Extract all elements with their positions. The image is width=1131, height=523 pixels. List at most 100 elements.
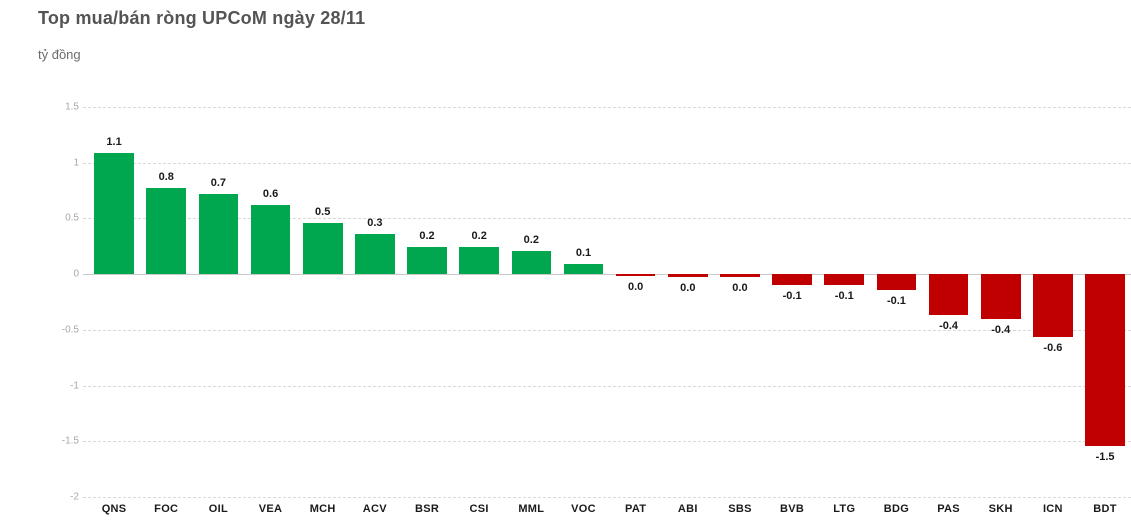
bar-column: 0.3 xyxy=(349,107,401,497)
y-axis-tick-label: 1.5 xyxy=(65,101,79,113)
x-axis-label: SKH xyxy=(988,503,1013,515)
x-axis-label: BSR xyxy=(414,503,440,515)
x-axis-label: VEA xyxy=(258,503,283,515)
gridline xyxy=(83,329,1131,331)
bar xyxy=(667,274,708,278)
bar xyxy=(407,247,447,275)
x-axis-label: CSI xyxy=(469,503,489,515)
bar-value-label: 0.5 xyxy=(315,205,331,218)
bar xyxy=(355,234,395,275)
bar-column: -0.1 xyxy=(766,107,818,497)
bar-column: 0.1 xyxy=(557,107,609,497)
x-axis-label: MCH xyxy=(309,503,336,515)
bar-column: 0.8 xyxy=(140,107,192,497)
bar xyxy=(459,247,499,275)
gridline xyxy=(83,441,1131,443)
gridline xyxy=(83,385,1131,387)
bar-value-label: -0.1 xyxy=(834,290,854,303)
bar-column: -0.4 xyxy=(923,107,975,497)
bar xyxy=(1085,274,1125,446)
bar-value-label: 0.0 xyxy=(680,282,696,295)
bar xyxy=(250,205,291,275)
bar-value-label: 0.2 xyxy=(523,233,539,246)
bar xyxy=(720,274,760,278)
x-axis-label: ICN xyxy=(1042,503,1063,515)
bar-column: 0.2 xyxy=(401,107,453,497)
bar-column: -0.6 xyxy=(1027,107,1079,497)
x-axis-label: QNS xyxy=(101,503,127,515)
gridline xyxy=(83,218,1131,220)
x-axis-label: PAS xyxy=(937,503,960,515)
bar-column: 0.6 xyxy=(244,107,296,497)
bar-value-label: 0.8 xyxy=(158,171,174,184)
x-axis-label: FOC xyxy=(154,503,179,515)
x-axis-label: OIL xyxy=(208,503,228,515)
bar-value-label: 1.1 xyxy=(106,135,122,148)
bar-value-label: 0.0 xyxy=(732,282,748,295)
bar-column: 0.7 xyxy=(192,107,244,497)
bar xyxy=(511,250,552,275)
bar-column: 0.0 xyxy=(662,107,714,497)
x-axis-label: BDT xyxy=(1093,503,1117,515)
y-axis-tick-label: -0.5 xyxy=(61,324,79,336)
chart-title: Top mua/bán ròng UPCoM ngày 28/11 xyxy=(38,8,366,28)
x-axis-label: ACV xyxy=(362,503,387,515)
y-axis-tick-label: 1 xyxy=(73,157,79,169)
bar-value-label: -0.4 xyxy=(991,323,1011,336)
bar-value-label: 0.6 xyxy=(262,188,279,201)
bar-value-label: -0.4 xyxy=(939,320,959,333)
x-axis-label: LTG xyxy=(833,503,856,515)
bar-column: 0.0 xyxy=(610,107,662,497)
y-axis-tick-label: -1 xyxy=(70,380,79,392)
bar-column: -0.1 xyxy=(818,107,870,497)
bar-value-label: 0.7 xyxy=(210,176,227,189)
bar-column: 0.2 xyxy=(505,107,557,497)
bar-value-label: 0.0 xyxy=(627,281,644,294)
y-axis-tick-label: 0.5 xyxy=(65,212,79,224)
y-axis-tick-label: 0 xyxy=(73,268,79,280)
chart-unit-label: tỷ đồng xyxy=(38,47,81,62)
x-axis-label: BVB xyxy=(780,503,805,515)
bar-value-label: -0.1 xyxy=(886,294,906,307)
bar-column: -1.5 xyxy=(1079,107,1131,497)
x-axis-label: SBS xyxy=(728,503,752,515)
bar-value-label: -0.1 xyxy=(782,290,802,303)
bar-column: -0.1 xyxy=(870,107,922,497)
bar xyxy=(928,274,969,316)
bar xyxy=(146,188,187,275)
bar-column: 1.1 xyxy=(88,107,140,497)
bar xyxy=(198,193,239,275)
plot-area: 1.1 0.8 0.7 0.6 0.5 0.3 0.2 0.2 0.2 0.1 0.0 0.0 0.0 -… xyxy=(83,107,1131,498)
bars-layer: 1.1 0.8 0.7 0.6 0.5 0.3 0.2 0.2 0.2 0.1 0.0 0.0 0.0 -… xyxy=(88,107,1131,497)
bar-value-label: 0.2 xyxy=(471,230,487,243)
bar xyxy=(824,274,865,286)
bar xyxy=(563,264,604,275)
bar xyxy=(615,274,656,277)
bar-value-label: 0.1 xyxy=(575,247,592,260)
bar xyxy=(980,274,1021,319)
x-axis-label: BDG xyxy=(883,503,910,515)
x-axis-label: MML xyxy=(518,503,545,515)
bar-value-label: 0.2 xyxy=(419,230,435,243)
gridline xyxy=(83,162,1131,164)
bar-column: 0.2 xyxy=(453,107,505,497)
x-axis: QNS FOC OIL VEA MCH ACV BSR CSI MML VOC PAT ABI SBS B… xyxy=(88,503,1131,519)
bar xyxy=(876,274,917,290)
bar xyxy=(94,152,134,275)
x-axis-label: VOC xyxy=(571,503,596,515)
bar xyxy=(302,222,343,275)
x-axis-label: ABI xyxy=(677,503,698,515)
gridline xyxy=(83,107,1131,108)
bar-value-label: -0.6 xyxy=(1043,341,1063,354)
y-axis-tick-label: -2 xyxy=(70,491,79,503)
x-axis-label: PAT xyxy=(625,503,647,515)
bar xyxy=(1033,274,1073,337)
zero-gridline xyxy=(83,274,1131,276)
gridline xyxy=(83,497,1131,498)
bar-value-label: 0.3 xyxy=(367,217,383,230)
bar-value-label: -1.5 xyxy=(1095,450,1115,463)
bar-column: 0.0 xyxy=(714,107,766,497)
bar-column: -0.4 xyxy=(975,107,1027,497)
y-axis-tick-label: -1.5 xyxy=(61,435,79,447)
